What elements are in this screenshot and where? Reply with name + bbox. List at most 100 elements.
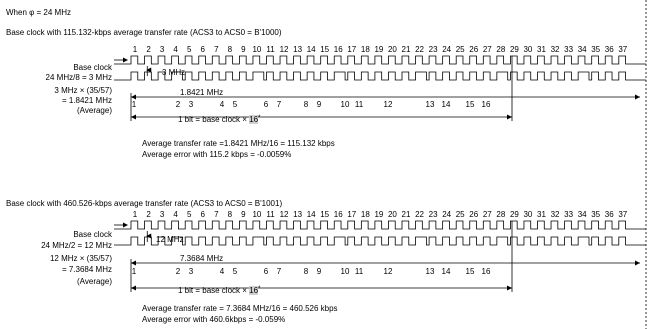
diagram1-pulse-number: 21 xyxy=(402,45,411,54)
diagram1-count-label: 11 xyxy=(355,100,364,109)
diagram1-pulse-number: 6 xyxy=(201,45,206,54)
diagram2-pulse-number: 1 xyxy=(133,210,138,219)
diagram1-pulse-number: 34 xyxy=(578,45,587,54)
diagram1-ratio-formula: 3 MHz × (35/57) xyxy=(54,86,112,95)
diagram2-pulse-number: 31 xyxy=(537,210,546,219)
diagram2-bit-interval-arrow-left xyxy=(131,285,136,291)
diagram1-pulse-number: 19 xyxy=(374,45,383,54)
diagram1-pulse-number: 16 xyxy=(334,45,343,54)
diagram2-error-line: Average error with 460.6kbps = -0.059% xyxy=(142,315,286,324)
diagram1-pulse-number: 24 xyxy=(442,45,451,54)
diagram2-count-label: 16 xyxy=(482,267,491,276)
diagram2-count-label: 5 xyxy=(233,267,238,276)
diagram1-pulse-number: 13 xyxy=(293,45,302,54)
diagram1-pulse-number: 36 xyxy=(605,45,614,54)
diagram2-period-label: 12 MHz xyxy=(156,235,184,244)
diagram2-count-label: 6 xyxy=(264,267,269,276)
diagram2-pulse-number: 20 xyxy=(388,210,397,219)
diagram1-average-formula: = 1.8421 MHz xyxy=(61,96,112,105)
diagram1-pulse-number: 10 xyxy=(252,45,261,54)
diagram1-bit-multiplier: 16 xyxy=(249,115,259,124)
diagram2-pulse-number: 2 xyxy=(146,210,151,219)
diagram1-pulse-number: 7 xyxy=(214,45,219,54)
diagram2-bit-interval-arrow-right xyxy=(507,285,512,291)
diagram1-pulse-number: 27 xyxy=(483,45,492,54)
diagram1-pulse-number: 32 xyxy=(551,45,560,54)
diagram1-avg-frequency-arrow-right xyxy=(635,94,640,100)
diagram1-pulse-number: 23 xyxy=(429,45,438,54)
diagram1-base-clock-label: Base clock xyxy=(73,63,112,72)
diagram2-pulse-number: 6 xyxy=(201,210,206,219)
diagram2-pulse-number: 35 xyxy=(591,210,600,219)
diagram2-count-label: 3 xyxy=(189,267,194,276)
diagram1-pulse-number: 18 xyxy=(361,45,370,54)
diagram1-period-arrow-head xyxy=(146,67,152,73)
diagram1-count-label: 1 xyxy=(132,100,137,109)
diagram1-pulse-number: 15 xyxy=(320,45,329,54)
diagram2-avg-frequency-arrow-right xyxy=(635,260,640,266)
diagram2-division-formula: 24 MHz/2 = 12 MHz xyxy=(41,241,112,250)
diagram2-pulse-number: 11 xyxy=(266,210,275,219)
diagram2-count-label: 13 xyxy=(426,267,435,276)
diagram1-bit-label: 1 bit = base clock × 16* xyxy=(178,115,261,124)
diagram2-pulse-number: 8 xyxy=(228,210,233,219)
diagram2-count-label: 11 xyxy=(355,267,364,276)
diagram1-pulse-number: 28 xyxy=(496,45,505,54)
diagram1-count-label: 5 xyxy=(233,100,238,109)
diagram1-pulse-number: 1 xyxy=(133,45,138,54)
diagram2-pulse-number: 33 xyxy=(564,210,573,219)
diagram2-base-clock-label: Base clock xyxy=(73,230,112,239)
diagram1-pulse-number: 29 xyxy=(510,45,519,54)
diagram2-caption: Base clock with 460.526-kbps average tra… xyxy=(6,199,283,208)
diagram2-pulse-number: 22 xyxy=(415,210,424,219)
diagram1-pulse-number: 12 xyxy=(280,45,289,54)
diagram1-count-label: 6 xyxy=(264,100,269,109)
diagram1-count-label: 10 xyxy=(341,100,350,109)
diagram1-pulse-number: 35 xyxy=(591,45,600,54)
diagram2-rate-line: Average transfer rate = 7.3684 MHz/16 = … xyxy=(142,304,338,313)
diagram1-pulse-number: 26 xyxy=(469,45,478,54)
diagram1-pulse-number: 14 xyxy=(307,45,316,54)
diagram2-pulse-number: 7 xyxy=(214,210,219,219)
diagram2-pulse-number: 26 xyxy=(469,210,478,219)
diagram2-avg-frequency-arrow-left xyxy=(131,260,136,266)
diagram2-count-label: 14 xyxy=(442,267,451,276)
diagram2-clock-input-arrow-head xyxy=(123,222,128,228)
diagram1-average-clock-waveform xyxy=(114,71,646,81)
diagram1-pulse-number: 2 xyxy=(146,45,151,54)
diagram1-pulse-number: 4 xyxy=(173,45,178,54)
diagram1-count-label: 8 xyxy=(304,100,309,109)
diagram2-pulse-number: 25 xyxy=(456,210,465,219)
diagram2-pulse-number: 28 xyxy=(496,210,505,219)
diagram1-pulse-number: 17 xyxy=(347,45,356,54)
diagram2-count-label: 4 xyxy=(220,267,225,276)
diagram2-average-clock-waveform xyxy=(114,236,646,246)
diagram2-pulse-number: 15 xyxy=(320,210,329,219)
diagram2-pulse-number: 16 xyxy=(334,210,343,219)
diagram2-base-clock-waveform xyxy=(114,220,646,230)
diagram2-pulse-number: 30 xyxy=(523,210,532,219)
diagram2-pulse-number: 32 xyxy=(551,210,560,219)
diagram2-pulse-number: 17 xyxy=(347,210,356,219)
diagram1-pulse-number: 3 xyxy=(160,45,165,54)
diagram2-count-label: 15 xyxy=(466,267,475,276)
diagram2-pulse-number: 24 xyxy=(442,210,451,219)
diagram2-bit-multiplier: 16 xyxy=(249,286,259,295)
diagram1-avg-frequency-arrow-left xyxy=(131,94,136,100)
diagram2-pulse-number: 13 xyxy=(293,210,302,219)
diagram2-pulse-number: 3 xyxy=(160,210,165,219)
diagram1-pulse-number: 22 xyxy=(415,45,424,54)
diagram1-count-label: 9 xyxy=(317,100,322,109)
diagram2-pulse-number: 19 xyxy=(374,210,383,219)
diagram2-count-label: 1 xyxy=(132,267,137,276)
diagram1-pulse-number: 30 xyxy=(523,45,532,54)
diagram1-count-label: 15 xyxy=(466,100,475,109)
diagram2-count-label: 10 xyxy=(341,267,350,276)
diagram1-rate-line: Average transfer rate =1.8421 MHz/16 = 1… xyxy=(142,139,335,148)
diagram2-avg-freq-label: 7.3684 MHz xyxy=(180,254,224,263)
diagram1-clock-input-arrow-head xyxy=(123,57,128,63)
diagram1-count-label: 7 xyxy=(277,100,282,109)
diagram2-pulse-number: 23 xyxy=(429,210,438,219)
